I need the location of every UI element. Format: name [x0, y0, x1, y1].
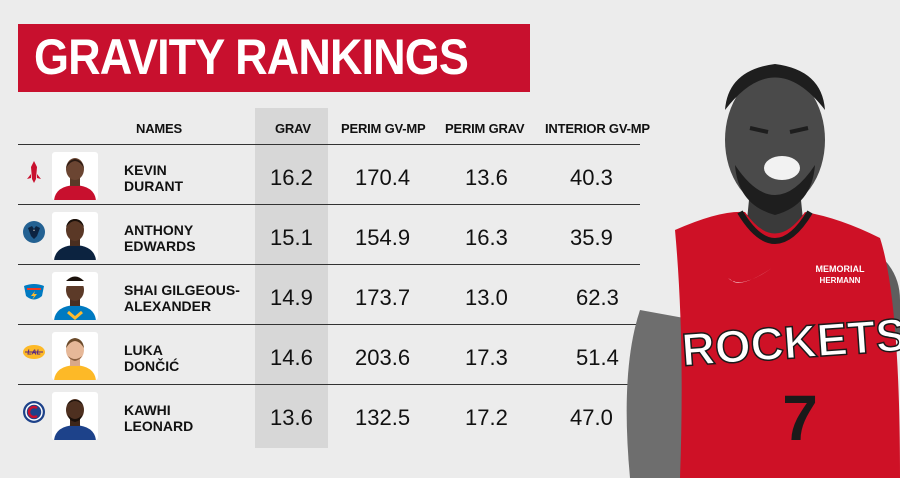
player-last-name: DURANT — [124, 178, 184, 194]
eyebrows — [749, 126, 809, 134]
perim-grav-value: 13.6 — [465, 165, 508, 190]
player-name: SHAI GILGEOUS- ALEXANDER — [124, 282, 240, 314]
timberwolves-logo-icon — [23, 221, 45, 243]
row-divider — [18, 144, 640, 145]
player-photo: MEMORIAL HERMANN ROCKETS 7 — [626, 64, 900, 478]
player-last-name: LEONARD — [124, 418, 194, 434]
player-headshot — [52, 212, 98, 260]
interior-gv-mp-value: 35.9 — [570, 225, 613, 250]
interior-gv-mp-value: 62.3 — [576, 285, 619, 310]
player-first-name: KAWHI — [124, 402, 171, 418]
table-row: LAL LUKA DONČIĆ 14.6 203.6 17.3 51.4 — [18, 326, 640, 386]
player-name: KEVIN DURANT — [124, 162, 183, 194]
header-perim-grav: PERIM GRAV — [445, 121, 525, 136]
perim-gv-mp-value: 154.9 — [355, 225, 411, 250]
mouth — [764, 156, 800, 180]
player-last-name: DONČIĆ — [124, 358, 180, 374]
grav-column-highlight — [255, 108, 328, 448]
grav-value: 14.9 — [270, 285, 313, 310]
title-banner — [18, 24, 530, 92]
perim-gv-mp-value: 132.5 — [355, 405, 411, 430]
grav-value: 16.2 — [270, 165, 313, 190]
player-name: ANTHONY EDWARDS — [124, 222, 196, 254]
jersey-number: 7 — [782, 382, 818, 454]
header-interior-gv-mp: INTERIOR GV-MP — [545, 121, 650, 136]
header-perim-gv-mp: PERIM GV-MP — [341, 121, 426, 136]
row-divider — [18, 204, 640, 205]
interior-gv-mp-value: 47.0 — [570, 405, 613, 430]
header-names: NAMES — [136, 121, 182, 136]
jersey-collar — [737, 210, 813, 244]
row-divider — [18, 324, 640, 325]
row-divider — [18, 264, 640, 265]
grav-value: 13.6 — [270, 405, 313, 430]
jersey — [675, 211, 900, 478]
perim-grav-value: 16.3 — [465, 225, 508, 250]
interior-gv-mp-value: 51.4 — [576, 345, 619, 370]
player-first-name: LUKA — [124, 342, 163, 358]
row-divider — [18, 384, 640, 385]
player-first-name: ANTHONY — [124, 222, 194, 238]
clippers-logo-icon — [23, 401, 45, 423]
beard — [735, 165, 815, 215]
left-arm — [626, 310, 695, 478]
player-last-name: EDWARDS — [124, 238, 196, 254]
hair — [725, 64, 825, 110]
perim-gv-mp-value: 173.7 — [355, 285, 411, 310]
table-row: KEVIN DURANT 16.2 170.4 13.6 40.3 — [18, 146, 640, 206]
table-row: KAWHI LEONARD 13.6 132.5 17.2 47.0 — [18, 386, 640, 446]
lakers-logo-icon: LAL — [23, 345, 45, 359]
player-name: KAWHI LEONARD — [124, 402, 193, 434]
player-last-name: ALEXANDER — [124, 298, 212, 314]
grav-value: 14.6 — [270, 345, 313, 370]
perim-gv-mp-value: 203.6 — [355, 345, 411, 370]
player-headshot — [52, 392, 98, 440]
grav-value: 15.1 — [270, 225, 313, 250]
perim-grav-value: 17.3 — [465, 345, 508, 370]
player-name: LUKA DONČIĆ — [124, 342, 179, 374]
player-headshot — [52, 272, 98, 320]
player-first-name: SHAI GILGEOUS- — [124, 282, 240, 298]
table-row: ANTHONY EDWARDS 15.1 154.9 16.3 35.9 — [18, 206, 640, 266]
perim-gv-mp-value: 170.4 — [355, 165, 411, 190]
jersey-sponsor-bottom: HERMANN — [820, 276, 861, 285]
player-first-name: KEVIN — [124, 162, 167, 178]
header-grav: GRAV — [275, 121, 311, 136]
jersey-sponsor-top: MEMORIAL — [816, 264, 865, 274]
player-headshot — [52, 332, 98, 380]
perim-grav-value: 13.0 — [465, 285, 508, 310]
head — [725, 72, 825, 208]
svg-text:LAL: LAL — [27, 350, 41, 357]
interior-gv-mp-value: 40.3 — [570, 165, 613, 190]
thunder-logo-icon — [24, 284, 44, 300]
page-title: GRAVITY RANKINGS — [34, 29, 469, 85]
table-row: SHAI GILGEOUS- ALEXANDER 14.9 173.7 13.0… — [18, 266, 640, 326]
player-headshot — [52, 152, 98, 200]
perim-grav-value: 17.2 — [465, 405, 508, 430]
rockets-logo-icon — [27, 161, 41, 183]
